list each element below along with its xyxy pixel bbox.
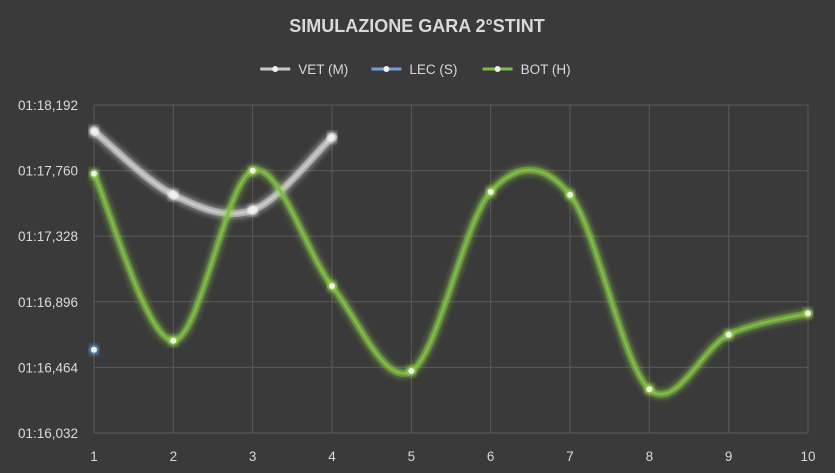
legend: VET (M) LEC (S) BOT (H) [260,62,571,77]
data-point [487,188,494,195]
x-tick-label: 8 [646,449,654,464]
y-tick-label: 01:16,464 [18,360,79,375]
data-point [329,134,335,141]
legend-label: LEC (S) [409,62,457,77]
data-point [249,167,256,174]
data-point [249,207,256,214]
y-tick-label: 01:16,896 [18,295,78,310]
x-tick-label: 2 [170,449,178,464]
legend-label: BOT (H) [521,62,571,77]
y-tick-label: 01:17,760 [18,164,78,179]
data-point [805,310,811,317]
data-point [170,337,177,344]
data-point [91,128,97,135]
data-point [408,368,415,375]
y-tick-label: 01:17,328 [18,229,78,244]
x-tick-label: 5 [408,449,416,464]
x-tick-label: 1 [90,449,98,464]
x-tick-label: 9 [725,449,733,464]
legend-marker [272,66,279,72]
data-point [329,283,335,290]
data-point [567,191,573,198]
y-tick-label: 01:16,032 [18,426,78,441]
legend-label: VET (M) [298,62,348,77]
x-axis-tick-labels: 1 2 3 4 5 6 7 8 9 10 [90,449,815,464]
data-point [725,331,732,338]
data-point [91,346,97,353]
series-group [89,344,99,355]
x-tick-label: 4 [328,449,336,464]
series-line [92,168,809,396]
chart-title: SIMULAZIONE GARA 2°STINT [289,16,545,36]
data-point [91,170,97,177]
series-group [89,165,813,398]
x-tick-label: 3 [249,449,257,464]
x-tick-label: 10 [800,449,815,464]
series-line-glow [91,128,335,218]
data-point [646,386,653,393]
series-line [93,130,333,215]
legend-marker [383,66,390,72]
x-tick-label: 7 [566,449,574,464]
gridlines [93,104,809,434]
x-tick-label: 6 [487,449,495,464]
legend-marker [494,66,501,72]
y-tick-label: 01:18,192 [18,98,78,113]
data-point [170,191,177,198]
series-lines [89,126,813,398]
series-group [89,126,337,218]
y-axis-tick-labels: 01:16,032 01:16,464 01:16,896 01:17,328 01:1… [18,98,79,441]
